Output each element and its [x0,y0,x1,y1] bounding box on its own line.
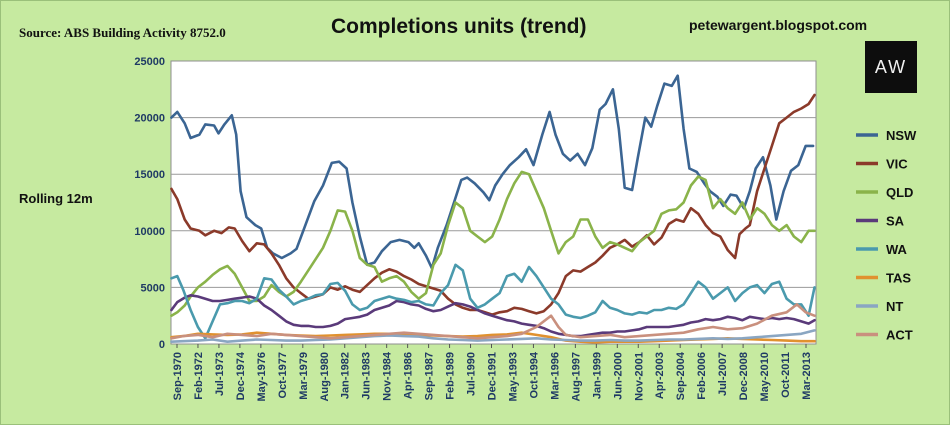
x-tick-label: Jun-1983 [361,352,373,400]
y-tick-label: 0 [159,339,165,351]
x-tick-label: Jan-1982 [340,352,352,399]
x-tick-label: Jun-2000 [612,352,624,400]
x-tick-label: Feb-1972 [193,352,205,400]
x-axis: Sep-1970 Feb-1972 Jul-1973 Dec-1974 May-1976… [172,344,813,402]
series-line-wa [170,263,816,340]
x-tick-label: Sep-2004 [675,351,687,400]
x-tick-label: Feb-2006 [696,352,708,400]
series-line-qld [170,170,816,317]
y-tick-label: 5000 [141,282,165,294]
x-tick-label: Oct-1977 [277,352,289,398]
x-tick-label: Jul-1990 [466,352,478,396]
legend-label-nt: NT [886,299,903,314]
series-line-act [170,303,816,340]
x-tick-label: Jul-1973 [214,352,226,396]
legend-label-nsw: NSW [886,128,917,143]
y-tick-label: 25000 [134,56,165,68]
series-line-vic [170,93,816,316]
x-tick-label: Aug-1997 [570,352,582,402]
x-tick-label: Apr-1986 [403,352,415,399]
y-tick-label: 15000 [134,169,165,181]
x-tick-label: Dec-1991 [487,352,499,400]
y-axis-label: Rolling 12m [19,191,93,206]
x-tick-label: May-1993 [507,352,519,402]
x-tick-label: Oct-1994 [528,351,540,398]
x-tick-label: Dec-2008 [738,352,750,400]
x-tick-label: Dec-1974 [235,351,247,400]
x-tick-label: Nov-1984 [382,351,394,401]
y-tick-label: 20000 [134,113,165,125]
series-lines [170,74,816,344]
chart-title: Completions units (trend) [331,15,587,38]
series-line-sa [170,294,816,338]
x-tick-label: Feb-1989 [445,352,457,400]
x-tick-label: Mar-2013 [801,352,813,400]
x-tick-label: Aug-1980 [319,352,331,402]
x-tick-label: Mar-1996 [549,352,561,400]
legend-label-act: ACT [886,328,913,343]
y-tick-label: 10000 [134,226,165,238]
y-axis: 0 5000 10000 15000 20000 25000 [134,56,165,351]
x-tick-label: Mar-1979 [298,352,310,400]
x-tick-label: Jan-1999 [591,352,603,399]
x-tick-label: Oct-2011 [780,352,792,398]
blog-url: petewargent.blogspot.com [689,17,868,33]
logo-text: AW [874,57,908,77]
legend-label-sa: SA [886,214,905,229]
x-tick-label: Sep-1987 [424,352,436,400]
aw-logo: AW [865,41,917,93]
series-line-nt [170,329,816,343]
plot-area [170,60,817,345]
source-note: Source: ABS Building Activity 8752.0 [19,25,226,40]
x-tick-label: May-2010 [759,352,771,402]
legend-label-wa: WA [886,242,908,257]
x-tick-label: May-1976 [256,352,268,402]
legend-label-vic: VIC [886,157,908,172]
x-tick-label: Apr-2003 [654,352,666,399]
x-tick-label: Sep-1970 [172,352,184,400]
legend-label-qld: QLD [886,185,913,200]
x-tick-label: Jul-2007 [717,352,729,396]
x-tick-label: Nov-2001 [633,352,645,401]
legend: NSW VIC QLD SA WA TAS NT ACT [856,128,917,343]
legend-label-tas: TAS [886,271,911,286]
